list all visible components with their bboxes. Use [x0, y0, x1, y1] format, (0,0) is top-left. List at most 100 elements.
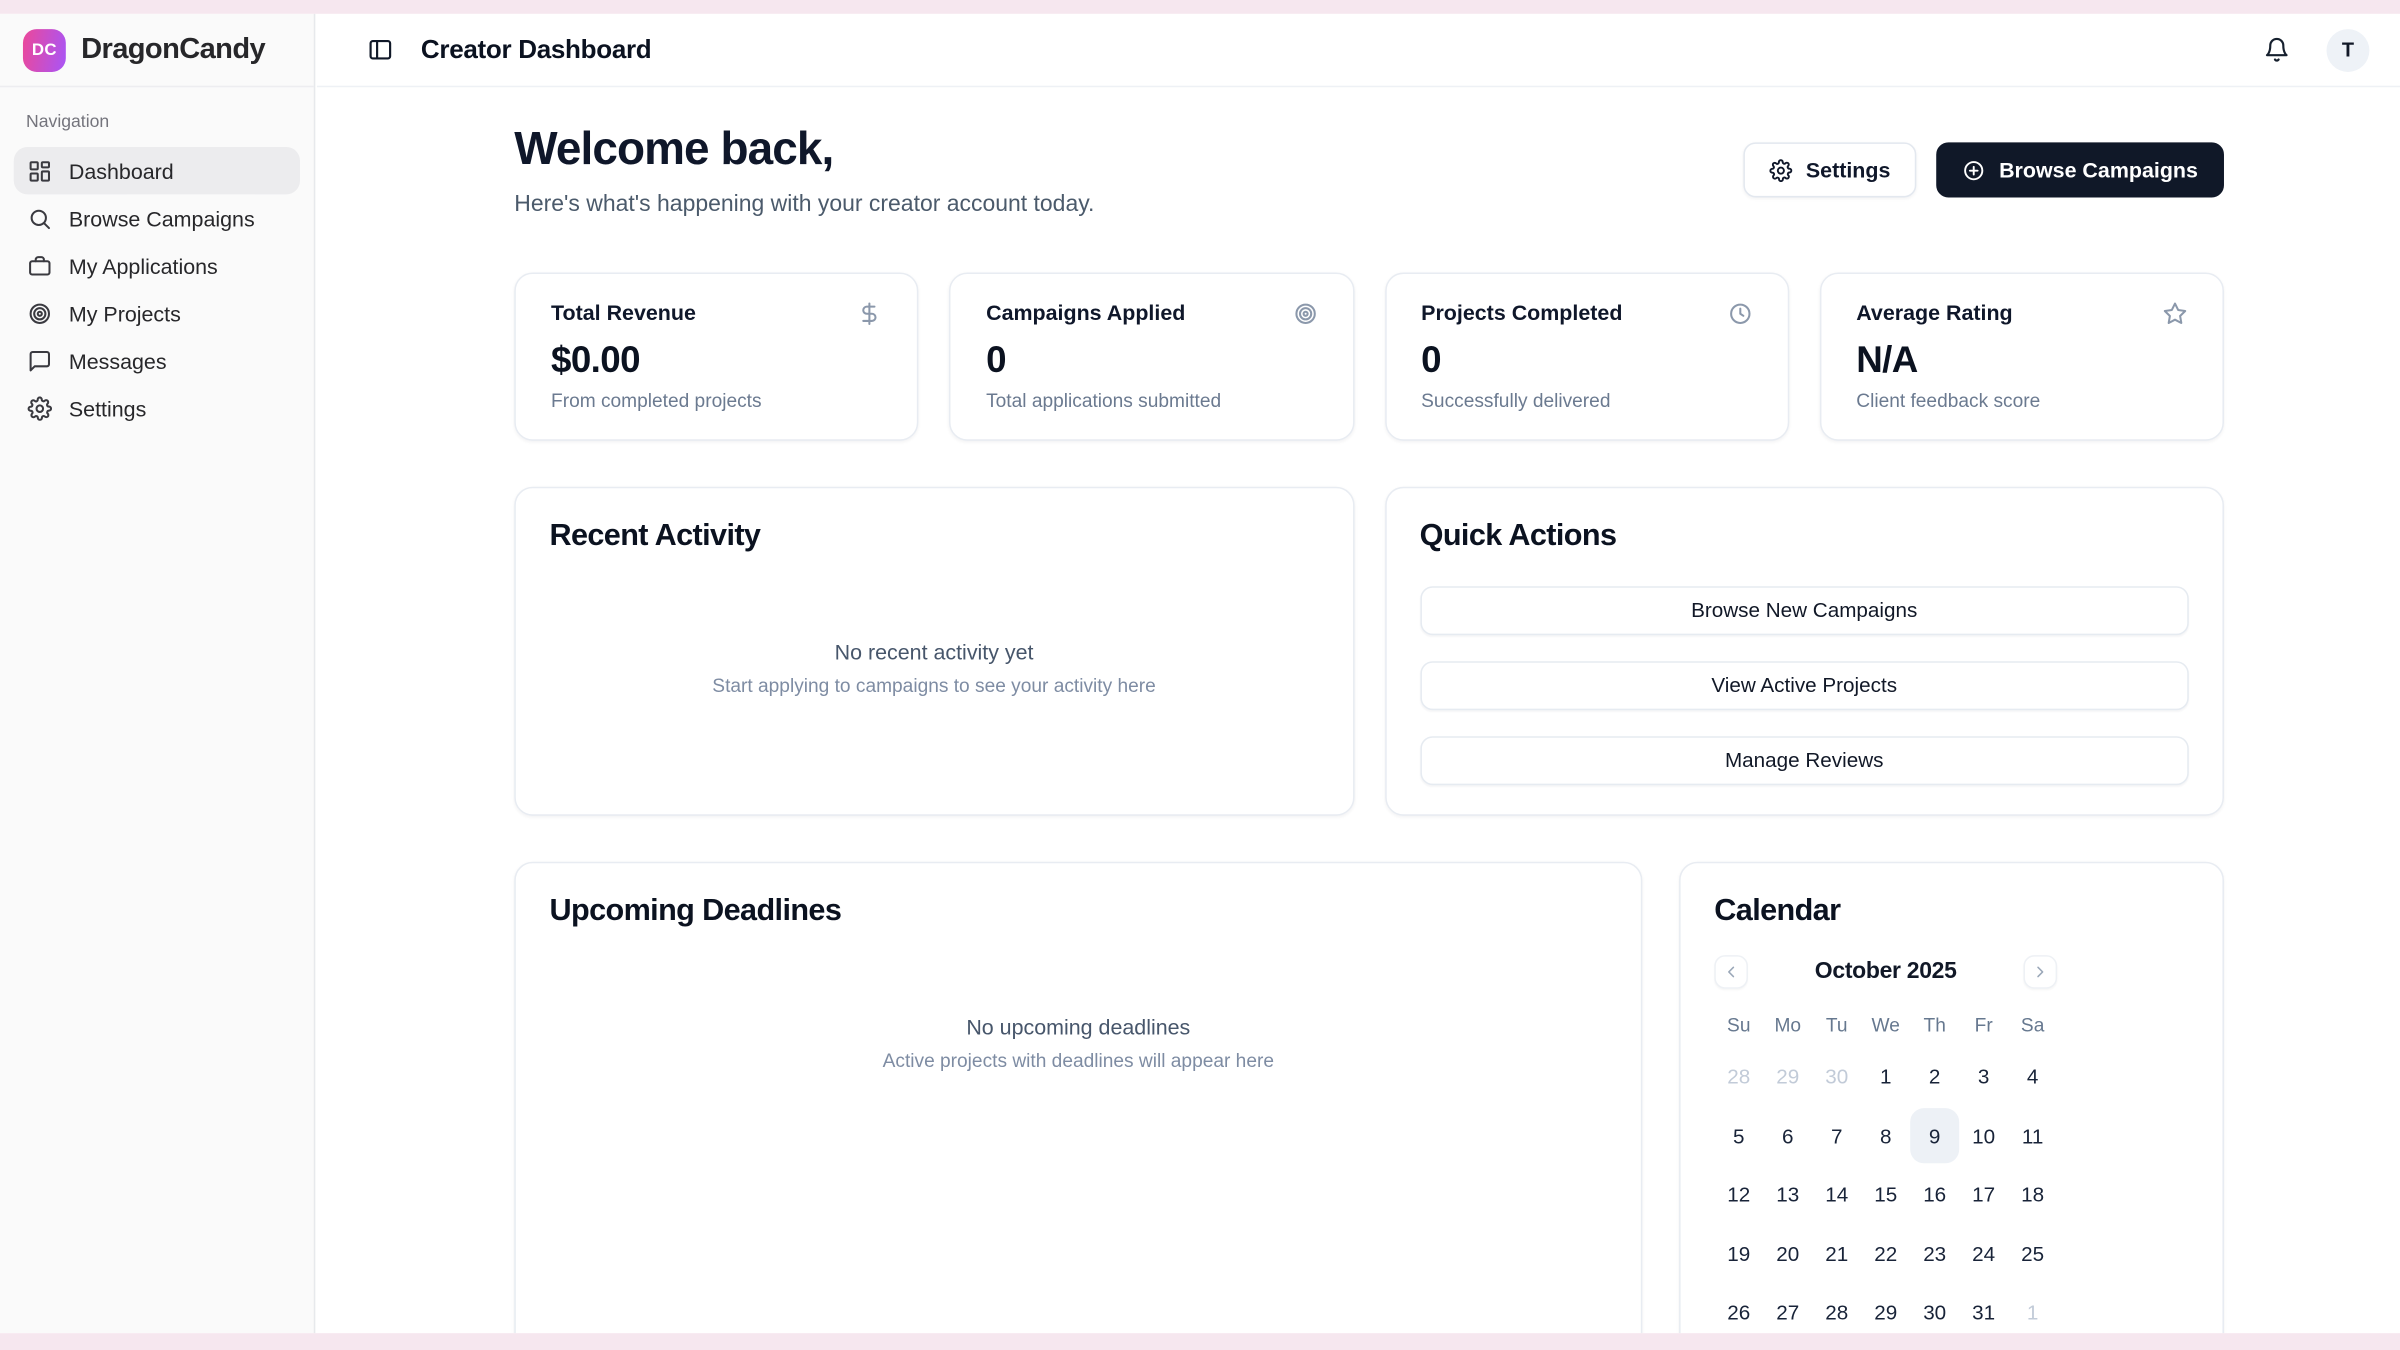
chevron-right-icon	[2031, 962, 2049, 980]
calendar-day[interactable]: 29	[1776, 1065, 1800, 1089]
calendar-weekday-row: Su Mo Tu We Th Fr Sa	[1714, 1009, 2057, 1040]
calendar-day[interactable]: 7	[1830, 1124, 1843, 1148]
calendar-widget: October 2025 Su Mo Tu We Th Fr Sa 28 29 30 1 2 3 4 5 6…	[1714, 954, 2058, 1333]
quick-actions-card: Quick Actions Browse New Campaigns View A…	[1384, 485, 2224, 816]
calendar-next-button[interactable]	[2023, 954, 2058, 989]
sidebar-item-messages[interactable]: Messages	[14, 337, 300, 384]
calendar-day[interactable]: 17	[1972, 1183, 1996, 1207]
calendar-day[interactable]: 15	[1874, 1183, 1898, 1207]
stat-caption: From completed projects	[551, 389, 762, 411]
calendar-day[interactable]: 26	[1727, 1301, 1751, 1324]
quick-actions-list: Browse New Campaigns View Active Projects…	[1419, 585, 2189, 785]
stat-value: 0	[986, 339, 1006, 381]
upcoming-deadlines-title: Upcoming Deadlines	[549, 893, 842, 927]
calendar-day[interactable]: 27	[1776, 1301, 1800, 1324]
sidebar-item-label: Dashboard	[68, 158, 174, 183]
calendar-card: Calendar October 2025 Su Mo Tu We Th Fr Sa	[1679, 860, 2224, 1334]
settings-button[interactable]: Settings	[1743, 142, 1917, 198]
main-area: Creator Dashboard T Welcome back, Here's…	[316, 13, 2400, 1334]
calendar-weekday: Tu	[1825, 1014, 1848, 1036]
brand-logo: DC	[22, 28, 66, 72]
clock-icon	[1728, 301, 1752, 325]
sidebar-toggle-button[interactable]	[358, 28, 401, 71]
sidebar-item-settings[interactable]: Settings	[14, 384, 300, 431]
calendar-prev-button[interactable]	[1714, 954, 1748, 989]
bell-icon	[2263, 37, 2289, 63]
deadlines-empty-subtitle: Active projects with deadlines will appe…	[882, 1049, 1274, 1071]
calendar-weekday: Th	[1923, 1014, 1946, 1036]
star-icon	[2163, 301, 2187, 325]
calendar-day[interactable]: 21	[1825, 1242, 1849, 1266]
calendar-day[interactable]: 3	[1977, 1065, 1990, 1089]
sidebar-item-my-applications[interactable]: My Applications	[14, 242, 300, 289]
calendar-day[interactable]: 24	[1972, 1242, 1996, 1266]
calendar-day[interactable]: 16	[1923, 1183, 1947, 1207]
calendar-day-today[interactable]: 9	[1910, 1108, 1960, 1164]
calendar-month-label: October 2025	[1814, 958, 1957, 985]
sidebar-item-dashboard[interactable]: Dashboard	[13, 146, 300, 195]
browse-campaigns-button[interactable]: Browse Campaigns	[1936, 142, 2224, 198]
sidebar-item-browse-campaigns[interactable]: Browse Campaigns	[14, 194, 300, 241]
middle-row: Recent Activity No recent activity yet S…	[514, 485, 2224, 816]
welcome-section: Welcome back, Here's what's happening wi…	[514, 124, 2224, 217]
user-avatar[interactable]: T	[2326, 28, 2370, 72]
sidebar-brand[interactable]: DC DragonCandy	[0, 14, 314, 88]
calendar-day[interactable]: 31	[1972, 1301, 1996, 1324]
calendar-day[interactable]: 4	[2026, 1065, 2039, 1089]
calendar-day[interactable]: 6	[1781, 1124, 1794, 1148]
top-bar: Creator Dashboard T	[316, 14, 2400, 88]
sidebar-item-my-projects[interactable]: My Projects	[14, 289, 300, 336]
stat-title: Projects Completed	[1421, 299, 1623, 324]
recent-activity-card: Recent Activity No recent activity yet S…	[514, 485, 1354, 816]
welcome-actions: Settings Browse Campaigns	[1743, 142, 2224, 198]
calendar-day[interactable]: 28	[1727, 1065, 1751, 1089]
calendar-day[interactable]: 29	[1874, 1301, 1898, 1324]
recent-activity-empty-subtitle: Start applying to campaigns to see your …	[712, 675, 1156, 697]
calendar-day[interactable]: 18	[2021, 1183, 2045, 1207]
calendar-day[interactable]: 25	[2021, 1242, 2045, 1266]
calendar-day[interactable]: 20	[1776, 1242, 1800, 1266]
sidebar-item-label: My Projects	[68, 300, 181, 326]
calendar-day[interactable]: 11	[2021, 1124, 2044, 1148]
calendar-weekday: Fr	[1974, 1014, 1993, 1036]
stat-card-projects-completed: Projects Completed 0 Successfully delivere…	[1384, 271, 1789, 441]
stat-card-campaigns-applied: Campaigns Applied 0 Total applications sub…	[949, 271, 1354, 441]
target-icon	[28, 301, 52, 325]
stat-title: Campaigns Applied	[986, 299, 1186, 324]
manage-reviews-button[interactable]: Manage Reviews	[1419, 735, 2189, 785]
calendar-day[interactable]: 10	[1972, 1124, 1996, 1148]
calendar-day[interactable]: 22	[1874, 1242, 1898, 1266]
calendar-weekday: We	[1871, 1014, 1900, 1036]
calendar-day[interactable]: 19	[1727, 1242, 1751, 1266]
calendar-day[interactable]: 14	[1825, 1183, 1849, 1207]
calendar-day[interactable]: 23	[1923, 1242, 1947, 1266]
calendar-day[interactable]: 30	[1825, 1065, 1849, 1089]
calendar-day[interactable]: 12	[1727, 1183, 1751, 1207]
calendar-day[interactable]: 1	[2026, 1301, 2039, 1324]
stat-title: Total Revenue	[551, 299, 696, 324]
chevron-left-icon	[1722, 962, 1740, 980]
search-icon	[28, 206, 52, 230]
browse-campaigns-button-label: Browse Campaigns	[1999, 158, 2198, 183]
calendar-day[interactable]: 8	[1879, 1124, 1892, 1148]
stat-caption: Successfully delivered	[1421, 389, 1611, 411]
dashboard-content: Welcome back, Here's what's happening wi…	[514, 124, 2224, 1334]
calendar-day[interactable]: 13	[1776, 1183, 1800, 1207]
upcoming-deadlines-card: Upcoming Deadlines No upcoming deadlines…	[514, 860, 1643, 1334]
notifications-button[interactable]	[2255, 28, 2298, 71]
briefcase-icon	[28, 253, 52, 277]
gear-icon	[27, 395, 53, 421]
settings-button-label: Settings	[1805, 158, 1891, 183]
sidebar-item-label: Settings	[68, 395, 147, 421]
calendar-day[interactable]: 30	[1923, 1301, 1947, 1324]
view-active-projects-button[interactable]: View Active Projects	[1419, 660, 2189, 710]
calendar-day[interactable]: 5	[1733, 1124, 1745, 1148]
calendar-day[interactable]: 2	[1928, 1065, 1941, 1089]
stat-caption: Client feedback score	[1856, 389, 2041, 411]
browse-new-campaigns-button[interactable]: Browse New Campaigns	[1419, 585, 2189, 635]
calendar-day[interactable]: 1	[1879, 1065, 1892, 1089]
window-frame-bottom	[0, 1333, 2400, 1350]
recent-activity-empty-title: No recent activity yet	[834, 639, 1034, 665]
calendar-day[interactable]: 28	[1825, 1301, 1849, 1324]
